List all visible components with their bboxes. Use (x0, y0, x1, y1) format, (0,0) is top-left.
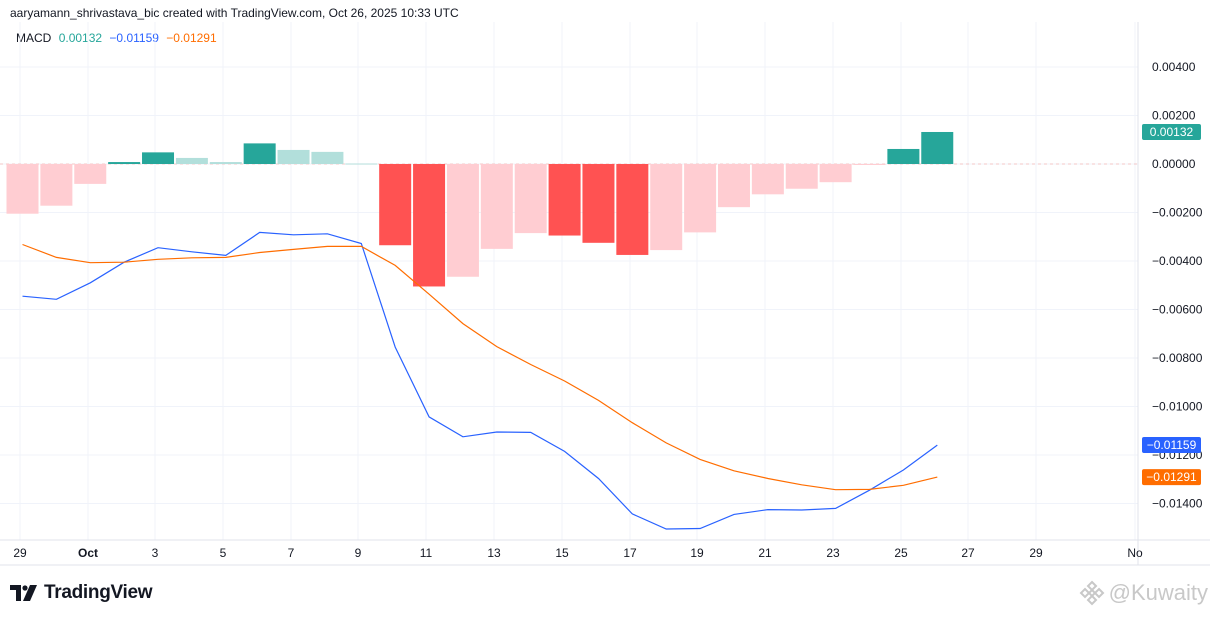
axes: 0.00400 0.00200 0.00000 −0.00200 −0.00400 −0.… (0, 22, 1210, 566)
histogram-bar (819, 164, 852, 183)
x-tick-label: 17 (623, 546, 637, 560)
legend-histogram-value: 0.00132 (58, 31, 103, 45)
histogram-bar (243, 143, 276, 164)
signal-line (22, 243, 938, 491)
tradingview-logo-icon (10, 585, 37, 601)
y-tick-label: 0.00400 (1152, 60, 1196, 74)
x-tick-label: 19 (690, 546, 704, 560)
x-tick-label: 5 (220, 546, 227, 560)
x-tick-label: Oct (78, 546, 98, 560)
y-tick-label: −0.00800 (1152, 351, 1203, 365)
histogram-bar (514, 164, 547, 234)
histogram-bar (175, 157, 208, 164)
x-tick-label: 9 (355, 546, 362, 560)
histogram-bar (277, 149, 310, 164)
macd-line (22, 231, 938, 530)
histogram-bar (209, 162, 242, 164)
y-tick-label: 0.00000 (1152, 157, 1196, 171)
price-label-text: −0.01291 (1146, 470, 1197, 484)
histogram-bar (887, 148, 920, 164)
tradingview-logo-text: TradingView (44, 582, 153, 603)
chart-attribution: aaryamann_shrivastava_bic created with T… (10, 6, 459, 20)
histogram-bar (650, 164, 683, 251)
x-tick-label: 7 (288, 546, 295, 560)
series-lines (22, 231, 938, 530)
x-tick-label: 21 (758, 546, 772, 560)
histogram-bar (108, 162, 141, 164)
binance-diamond-icon (1079, 580, 1105, 606)
histogram-bar (40, 164, 73, 206)
histogram-bar (6, 164, 39, 214)
histogram-bar (345, 163, 378, 165)
x-tick-label: 23 (826, 546, 840, 560)
histogram-bar (311, 151, 344, 164)
watermark-text: @Kuwaity (1108, 580, 1208, 605)
histogram-bar (616, 164, 649, 255)
y-tick-label: −0.00200 (1152, 206, 1203, 220)
histogram-bar (684, 164, 717, 233)
price-label-text: 0.00132 (1150, 125, 1194, 139)
histogram-bar (853, 164, 886, 165)
price-label-text: −0.01159 (1147, 438, 1197, 452)
histogram-bar (921, 131, 954, 164)
price-label-box (1142, 469, 1201, 486)
histogram-bar (74, 164, 107, 184)
price-label-box (1142, 123, 1201, 140)
legend-macd-value: −0.01159 (109, 31, 159, 45)
x-tick-label: 15 (555, 546, 569, 560)
y-tick-label: −0.00400 (1152, 254, 1203, 268)
histogram-bar (480, 164, 513, 249)
x-tick-label: 25 (894, 546, 908, 560)
y-tick-label: −0.01400 (1152, 497, 1203, 511)
histogram (6, 131, 954, 287)
histogram-bar (379, 164, 412, 246)
y-tick-label: −0.01000 (1152, 400, 1203, 414)
histogram-bar (751, 164, 784, 195)
histogram-bar (785, 164, 818, 189)
legend-indicator-name: MACD (16, 31, 52, 45)
grid (0, 22, 1138, 540)
histogram-bar (142, 152, 175, 164)
histogram-bar (717, 164, 750, 208)
histogram-bar (548, 164, 581, 236)
indicator-legend[interactable]: MACD 0.00132 −0.01159 −0.01291 (16, 31, 221, 45)
y-tick-label: −0.00600 (1152, 303, 1203, 317)
x-tick-label: 13 (487, 546, 501, 560)
histogram-bar (413, 164, 446, 287)
legend-signal-value: −0.01291 (166, 31, 217, 45)
x-tick-label: 29 (13, 546, 27, 560)
tradingview-logo[interactable]: TradingView (10, 582, 153, 604)
watermark: @Kuwaity (1079, 580, 1208, 606)
histogram-bar (582, 164, 615, 243)
x-tick-label: No (1127, 546, 1143, 560)
price-label-box (1142, 437, 1201, 454)
y-tick-label: 0.00200 (1152, 109, 1196, 123)
x-tick-label: 29 (1029, 546, 1043, 560)
x-tick-label: 11 (420, 546, 433, 560)
x-tick-label: 27 (961, 546, 975, 560)
x-tick-label: 3 (152, 546, 159, 560)
histogram-bar (446, 164, 479, 277)
